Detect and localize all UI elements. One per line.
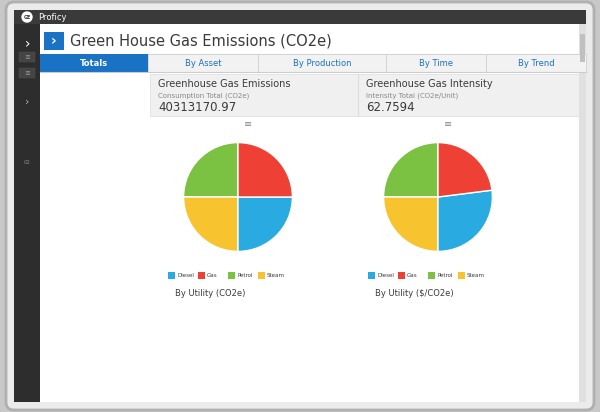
Text: By Time: By Time bbox=[419, 59, 453, 68]
Text: By Trend: By Trend bbox=[518, 59, 554, 68]
Wedge shape bbox=[438, 190, 493, 251]
Text: Green House Gas Emissions (CO2e): Green House Gas Emissions (CO2e) bbox=[70, 33, 332, 49]
Wedge shape bbox=[383, 197, 438, 251]
Bar bbox=[458, 272, 465, 279]
Text: Diesel: Diesel bbox=[377, 273, 394, 278]
Text: ›: › bbox=[25, 97, 29, 107]
Text: 02: 02 bbox=[23, 159, 31, 164]
Bar bbox=[258, 54, 386, 72]
Bar bbox=[44, 32, 64, 50]
Text: Totals: Totals bbox=[80, 59, 108, 68]
Bar bbox=[168, 272, 175, 279]
Bar bbox=[40, 54, 148, 72]
Text: Gas: Gas bbox=[407, 273, 418, 278]
Text: Petrol: Petrol bbox=[437, 273, 452, 278]
Text: By Utility (CO2e): By Utility (CO2e) bbox=[175, 290, 245, 299]
Text: Proficy: Proficy bbox=[38, 12, 67, 21]
Bar bbox=[40, 54, 586, 72]
Wedge shape bbox=[238, 143, 292, 197]
Text: Steam: Steam bbox=[267, 273, 285, 278]
Text: Consumption Total (CO2e): Consumption Total (CO2e) bbox=[158, 93, 249, 99]
Text: Steam: Steam bbox=[467, 273, 485, 278]
Bar bbox=[398, 272, 405, 279]
Text: 62.7594: 62.7594 bbox=[366, 101, 415, 113]
Wedge shape bbox=[238, 197, 292, 251]
Bar bbox=[579, 24, 586, 402]
Text: Greenhouse Gas Intensity: Greenhouse Gas Intensity bbox=[366, 79, 493, 89]
Wedge shape bbox=[383, 143, 438, 197]
Bar bbox=[150, 74, 580, 116]
Text: ≡: ≡ bbox=[24, 54, 30, 60]
Text: Petrol: Petrol bbox=[237, 273, 253, 278]
Text: ›: › bbox=[24, 37, 30, 51]
Circle shape bbox=[22, 12, 32, 22]
Text: 40313170.97: 40313170.97 bbox=[158, 101, 236, 113]
Bar bbox=[228, 272, 235, 279]
Text: By Production: By Production bbox=[293, 59, 351, 68]
Text: ≡: ≡ bbox=[244, 119, 252, 129]
Bar bbox=[19, 52, 35, 62]
Text: GE: GE bbox=[23, 14, 31, 19]
Bar bbox=[486, 54, 586, 72]
Wedge shape bbox=[438, 143, 492, 197]
Text: Diesel: Diesel bbox=[177, 273, 194, 278]
Bar bbox=[368, 272, 375, 279]
Text: By Utility ($/CO2e): By Utility ($/CO2e) bbox=[375, 290, 454, 299]
Text: By Asset: By Asset bbox=[185, 59, 221, 68]
Bar bbox=[258, 272, 265, 279]
Bar bbox=[148, 54, 258, 72]
Text: Intensity Total (CO2e/Unit): Intensity Total (CO2e/Unit) bbox=[366, 93, 458, 99]
Text: ≡: ≡ bbox=[24, 70, 30, 76]
Bar bbox=[14, 10, 586, 24]
Text: ≡: ≡ bbox=[444, 119, 452, 129]
Bar bbox=[580, 34, 585, 62]
FancyBboxPatch shape bbox=[6, 2, 594, 410]
Bar bbox=[19, 68, 35, 78]
Bar bbox=[198, 272, 205, 279]
Text: ›: › bbox=[51, 34, 57, 48]
Bar bbox=[14, 24, 40, 402]
Wedge shape bbox=[184, 143, 238, 197]
Bar bbox=[386, 54, 486, 72]
Text: Greenhouse Gas Emissions: Greenhouse Gas Emissions bbox=[158, 79, 290, 89]
Text: Gas: Gas bbox=[207, 273, 218, 278]
Bar bbox=[428, 272, 435, 279]
Wedge shape bbox=[184, 197, 238, 251]
